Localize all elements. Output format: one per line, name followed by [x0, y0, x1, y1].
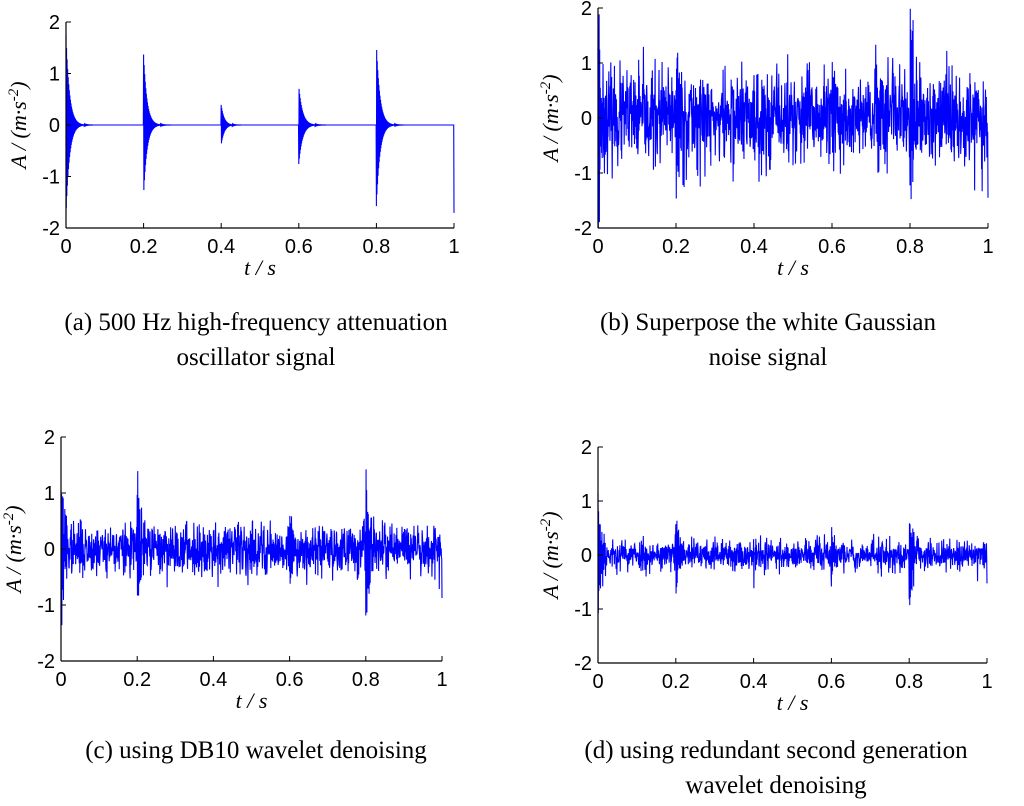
chart-b: 0 0.2 0.4 0.6 0.8 1 2 1 0 -1 -2 t / s A / (m·s-2) [538, 0, 994, 280]
x-tick-label-a: 0 [60, 236, 71, 258]
x-tick-label-a: 0.8 [362, 236, 390, 258]
x-axis-label-b: t / s [777, 255, 809, 280]
caption-a-line2: oscillator signal [176, 344, 336, 371]
x-tick-label-b: 0.8 [896, 236, 924, 258]
y-tick-label-c: -2 [37, 651, 55, 673]
y-tick-label-d: 2 [581, 437, 592, 459]
x-tick-label-a: 0.4 [207, 236, 235, 258]
y-tick-label-d: 0 [581, 545, 592, 567]
y-axis-label-b: A / (m·s-2) [538, 74, 563, 163]
y-tick-label-a: -1 [42, 167, 60, 189]
series-line-b [597, 8, 989, 229]
x-tick-label-c: 0.8 [352, 669, 380, 691]
caption-d-line1: (d) using redundant second generation [584, 737, 968, 764]
series-line-c [60, 469, 443, 626]
y-tick-label-c: 0 [44, 539, 55, 561]
x-tick-label-a: 1 [448, 236, 459, 258]
x-tick-label-b: 0.4 [740, 236, 768, 258]
y-axis-label-c: A / (m·s-2) [1, 505, 26, 594]
y-tick-label-d: -1 [574, 599, 592, 621]
chart-d: 0 0.2 0.4 0.6 0.8 1 2 1 0 -1 -2 t / s A / (m·s-2) [538, 437, 993, 715]
y-tick-label-b: -1 [574, 163, 592, 185]
x-tick-label-a: 0.6 [285, 236, 313, 258]
y-tick-label-c: -1 [37, 595, 55, 617]
series-line-a [65, 34, 455, 213]
x-tick-label-d: 0.6 [817, 671, 845, 693]
y-tick-label-b: -2 [574, 218, 592, 240]
x-tick-label-c: 0.6 [276, 669, 304, 691]
y-axis-label-d: A / (m·s-2) [538, 511, 563, 600]
x-tick-label-d: 0.2 [662, 671, 690, 693]
series-line-d [597, 492, 988, 614]
x-axis-label-d: t / s [777, 690, 809, 715]
x-tick-label-c: 0.2 [123, 669, 151, 691]
x-tick-label-d: 0.4 [740, 671, 768, 693]
x-tick-label-c: 0 [55, 669, 66, 691]
y-tick-label-c: 1 [44, 483, 55, 505]
caption-c-line1: (c) using DB10 wavelet denoising [85, 737, 427, 764]
x-tick-label-d: 0.8 [895, 671, 923, 693]
y-tick-label-a: 0 [49, 115, 60, 137]
x-tick-label-b: 0.6 [818, 236, 846, 258]
x-axis-label-a: t / s [244, 255, 276, 280]
x-tick-label-b: 0.2 [662, 236, 690, 258]
chart-c: 0 0.2 0.4 0.6 0.8 1 2 1 0 -1 -2 t / s A / (m·s-2) [1, 427, 448, 713]
y-tick-label-d: 1 [581, 491, 592, 513]
y-tick-label-a: -2 [42, 218, 60, 240]
y-tick-label-a: 1 [49, 64, 60, 86]
y-tick-label-d: -2 [574, 653, 592, 675]
y-tick-label-a: 2 [49, 12, 60, 34]
caption-b-line2: noise signal [708, 344, 828, 371]
x-tick-label-a: 0.2 [130, 236, 158, 258]
y-tick-label-b: 2 [581, 0, 592, 20]
y-tick-label-b: 0 [581, 108, 592, 130]
x-tick-label-c: 1 [436, 669, 447, 691]
y-tick-label-b: 1 [581, 53, 592, 75]
x-tick-label-c: 0.4 [199, 669, 227, 691]
chart-a: 0 0.2 0.4 0.6 0.8 1 2 1 0 -1 -2 t / s A / (m·s-2) [6, 12, 460, 280]
caption-a-line1: (a) 500 Hz high-frequency attenuation [64, 309, 448, 336]
x-axis-label-c: t / s [236, 688, 268, 713]
x-tick-label-d: 1 [981, 671, 992, 693]
x-tick-label-b: 0 [592, 236, 603, 258]
caption-d-line2: wavelet denoising [685, 772, 867, 799]
caption-b-line1: (b) Superpose the white Gaussian [599, 309, 937, 336]
y-tick-label-c: 2 [44, 427, 55, 449]
x-tick-label-d: 0 [592, 671, 603, 693]
x-tick-label-b: 1 [982, 236, 993, 258]
y-axis-label-a: A / (m·s-2) [6, 81, 31, 170]
